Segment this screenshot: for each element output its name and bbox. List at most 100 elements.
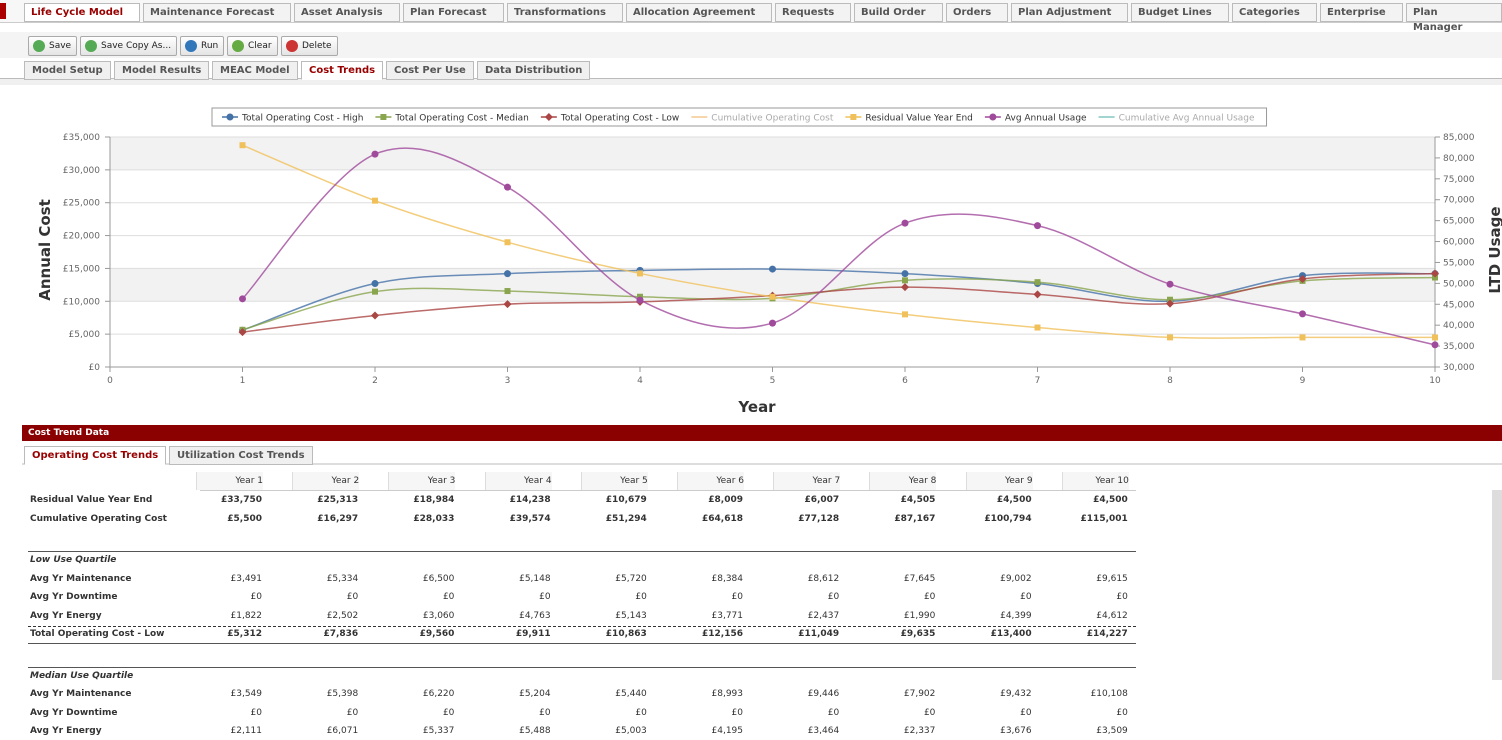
- top-tab[interactable]: Transformations: [507, 3, 623, 22]
- legend-label: Total Operating Cost - Low: [560, 114, 679, 124]
- point: [1432, 274, 1438, 281]
- toolbar-button[interactable]: Save Copy As...: [80, 36, 178, 56]
- point: [902, 311, 908, 318]
- table-cell: £0: [442, 707, 455, 718]
- button-icon: [33, 40, 45, 52]
- legend-marker: [850, 114, 857, 120]
- table-cell: £5,500: [227, 513, 262, 524]
- point: [372, 197, 378, 204]
- toolbar-button[interactable]: Save: [28, 36, 78, 56]
- column-header: Year 1: [196, 472, 263, 490]
- sub-tab[interactable]: Cost Trends: [301, 61, 384, 80]
- panel-title: Cost Trend Data: [28, 428, 110, 438]
- table-cell: £10,679: [605, 495, 647, 505]
- button-icon: [85, 40, 97, 52]
- table-cell: £8,384: [711, 573, 744, 584]
- table-cell: £12,156: [702, 629, 743, 639]
- plot-band: [110, 202, 1435, 236]
- toolbar-button[interactable]: Clear: [227, 36, 278, 56]
- point: [504, 288, 511, 295]
- table-cell: £1,990: [903, 610, 936, 621]
- y-tick-label: £0: [89, 363, 101, 373]
- table-cell: £0: [731, 592, 743, 602]
- top-tab[interactable]: Budget Lines: [1131, 3, 1229, 22]
- point: [637, 270, 643, 277]
- point: [1299, 334, 1306, 341]
- table-cell: £8,993: [711, 689, 744, 699]
- row-label: Cumulative Operating Cost: [30, 513, 167, 524]
- point: [901, 283, 909, 292]
- table-cell: £5,143: [615, 610, 647, 621]
- toolbar-button[interactable]: Delete: [281, 36, 338, 56]
- top-tab[interactable]: Maintenance Forecast: [143, 3, 292, 22]
- table-cell: £16,297: [317, 513, 359, 524]
- top-tab[interactable]: Requests: [775, 3, 852, 22]
- table-cell: £3,676: [1000, 726, 1032, 736]
- point: [769, 293, 776, 300]
- panel-tab[interactable]: Operating Cost Trends: [24, 446, 167, 465]
- series-line: [242, 144, 1436, 339]
- row-label: Avg Yr Energy: [30, 610, 102, 621]
- point: [238, 328, 247, 337]
- subtab-strip: [0, 78, 1502, 85]
- table-cell: £87,167: [894, 513, 936, 524]
- table-cell: £3,549: [230, 689, 263, 699]
- total-rule: [28, 643, 1136, 644]
- top-tab[interactable]: Plan Manager: [1406, 3, 1502, 33]
- point: [1299, 310, 1306, 318]
- y2-tick-label: 70,000: [1443, 196, 1475, 206]
- y2-tick-label: 50,000: [1443, 279, 1475, 289]
- top-tab[interactable]: Build Order: [854, 3, 943, 22]
- x-tick-label: 10: [1429, 376, 1441, 386]
- table-cell: £25,313: [317, 495, 359, 505]
- x-tick-label: 5: [770, 376, 776, 386]
- series-line: [241, 147, 1436, 346]
- column-header: Year 3: [388, 472, 456, 490]
- header-rule: [200, 490, 1136, 491]
- top-tab[interactable]: Enterprise: [1320, 3, 1403, 22]
- top-tab[interactable]: Allocation Agreement: [626, 3, 773, 22]
- column-header: Year 9: [965, 472, 1033, 490]
- top-tab[interactable]: Plan Adjustment: [1011, 3, 1129, 22]
- top-tab[interactable]: Asset Analysis: [294, 3, 400, 22]
- sub-tab[interactable]: Cost Per Use: [386, 61, 474, 80]
- column-header: Year 4: [484, 472, 552, 490]
- table-cell: £0: [442, 592, 455, 602]
- panel-tab[interactable]: Utilization Cost Trends: [169, 446, 313, 465]
- x-tick-label: 9: [1300, 376, 1306, 386]
- table-cell: £2,111: [230, 726, 263, 736]
- top-tab[interactable]: Plan Forecast: [403, 3, 504, 22]
- sub-tab[interactable]: MEAC Model: [212, 61, 298, 80]
- table-cell: £4,763: [519, 610, 551, 621]
- toolbar-strip: [0, 32, 1502, 58]
- legend-label: Total Operating Cost - Median: [394, 114, 528, 124]
- legend-label: Avg Annual Usage: [1005, 114, 1087, 124]
- table-cell: £0: [1020, 707, 1032, 718]
- table-cell: £9,911: [515, 629, 551, 639]
- top-tab[interactable]: Categories: [1232, 3, 1317, 22]
- table-cell: £4,399: [1000, 610, 1032, 621]
- sub-tab[interactable]: Model Setup: [24, 61, 111, 80]
- table-cell: £5,148: [519, 573, 551, 584]
- table-cell: £9,446: [807, 689, 840, 699]
- x-tick-label: 4: [637, 376, 643, 386]
- table-cell: £5,398: [326, 689, 359, 699]
- point: [1166, 280, 1174, 288]
- table-cell: £3,060: [422, 610, 455, 621]
- table-cell: £3,464: [807, 726, 840, 736]
- row-label: Avg Yr Downtime: [30, 707, 118, 718]
- table-cell: £5,003: [615, 726, 647, 736]
- column-header: Year 7: [773, 472, 841, 490]
- table-cell: £28,033: [413, 513, 455, 524]
- table-cell: £0: [635, 707, 647, 718]
- section-rule: [28, 551, 1136, 552]
- x-tick-label: 0: [107, 376, 113, 386]
- table-cell: £0: [346, 707, 359, 718]
- sub-tab[interactable]: Model Results: [114, 61, 210, 80]
- scrollbar: [1492, 490, 1502, 680]
- table-cell: £5,488: [519, 726, 551, 736]
- top-tab[interactable]: Orders: [946, 3, 1009, 22]
- top-tab[interactable]: Life Cycle Model: [24, 3, 141, 22]
- sub-tab[interactable]: Data Distribution: [477, 61, 591, 80]
- toolbar-button[interactable]: Run: [180, 36, 225, 56]
